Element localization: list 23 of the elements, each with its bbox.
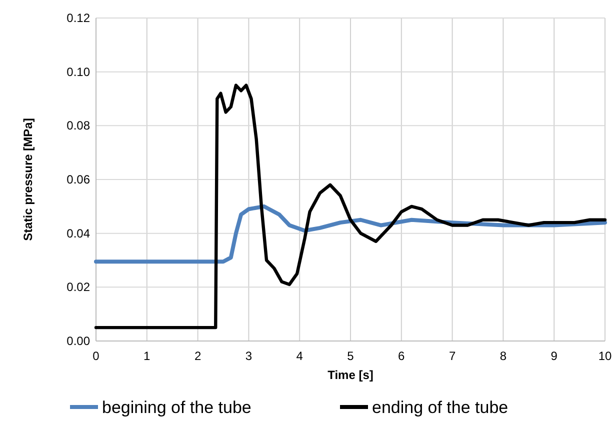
y-tick-label: 0.10 (66, 64, 90, 79)
y-axis-title: Static pressure [MPa] (21, 118, 35, 241)
y-tick-label: 0.08 (66, 118, 90, 133)
legend-label: ending of the tube (372, 398, 508, 417)
x-tick-label: 10 (598, 349, 612, 363)
x-tick-label: 9 (550, 349, 558, 363)
x-axis-title: Time [s] (328, 368, 374, 382)
x-tick-label: 2 (194, 349, 202, 363)
x-tick-label: 4 (296, 349, 304, 363)
x-tick-label: 7 (448, 349, 456, 363)
legend-label: begining of the tube (102, 398, 252, 417)
line-series (94, 84, 607, 330)
x-tick-label: 1 (144, 349, 151, 363)
x-tick-label: 0 (92, 349, 100, 363)
x-tick-label: 5 (347, 349, 354, 363)
x-tick-label: 3 (245, 349, 252, 363)
y-tick-label: 0.02 (66, 280, 90, 294)
x-tick-label: 8 (500, 349, 507, 363)
y-tick-label: 0.00 (66, 334, 90, 348)
y-tick-label: 0.04 (66, 226, 90, 240)
x-tick-label: 6 (398, 349, 406, 363)
y-tick-label: 0.12 (66, 11, 90, 25)
y-tick-label: 0.06 (66, 172, 90, 186)
